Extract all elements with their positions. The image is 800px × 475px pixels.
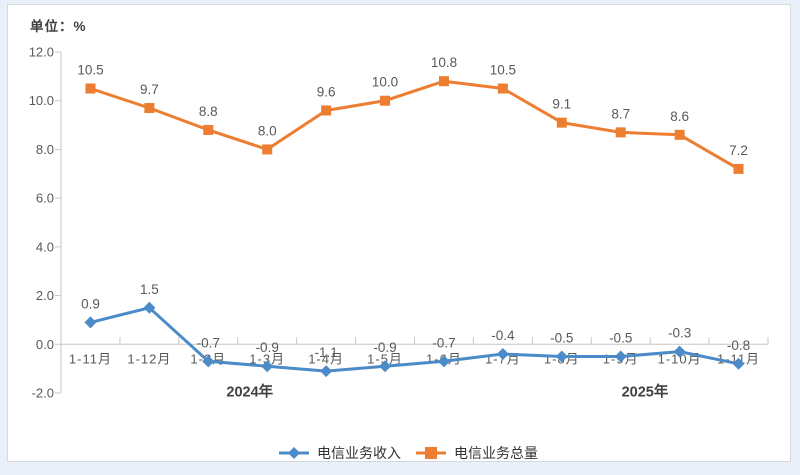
legend-item-revenue: 电信业务收入 [278,443,401,463]
data-point-marker [202,355,215,368]
square-marker-icon [416,447,446,459]
data-point-marker [555,350,568,363]
data-point-marker [732,357,745,370]
data-point-marker [380,95,391,106]
y-axis-tick-label: -2.0 [32,386,54,401]
data-point-marker [262,144,273,155]
x-axis-month-label: 1-5月 [367,351,403,366]
diamond-marker-icon [279,447,309,459]
data-point-marker [733,163,744,174]
x-axis-month-label: 1-12月 [127,351,171,366]
data-point-marker [496,348,509,361]
data-point-label: -0.5 [550,330,573,345]
series-line-0 [89,306,740,373]
x-axis-year-label: 2025年 [622,382,669,400]
data-point-label: 10.5 [490,63,516,78]
data-point-label: 1.5 [140,282,159,297]
chart-panel: 单位：% -2.0 0.0 2.0 4.0 6.0 8.0 10.0 12.0 1-11月 1-1… [7,4,791,462]
legend-item-volume: 电信业务总量 [415,443,538,463]
data-point-label: -0.8 [727,338,750,353]
unit-label: 单位：% [30,19,87,34]
data-point-label: 10.5 [77,63,103,78]
data-point-label: 10.8 [431,55,457,70]
data-point-marker [321,105,332,116]
y-axis-tick-label: 4.0 [36,239,54,254]
x-axis-month-label: 1-3月 [249,351,285,366]
data-point-label: 8.0 [258,123,277,138]
y-axis-tick-label: 8.0 [36,142,54,157]
data-point-label: 8.8 [199,104,218,119]
data-point-marker [438,76,449,87]
y-axis-tick-label: 12.0 [29,45,54,60]
y-axis-tick-label: 2.0 [36,288,54,303]
data-point-marker [614,350,627,363]
data-point-label: -0.4 [491,328,515,343]
data-point-marker [203,124,214,135]
y-axis-tick-label: 6.0 [36,191,54,206]
data-point-marker [84,316,97,329]
data-point-marker [673,345,686,358]
data-point-marker [556,117,567,128]
data-point-marker [437,355,450,368]
data-point-marker [674,129,685,140]
data-point-marker [615,127,626,138]
data-point-label: -0.3 [668,326,691,341]
x-axis-month-label: 1-11月 [69,351,112,366]
line-chart-svg: -2.00.02.04.06.08.010.012.01-11月1-12月1-2… [29,45,769,401]
data-point-label: -0.9 [256,340,279,355]
data-point-marker [379,360,392,373]
data-point-marker [497,83,508,94]
data-point-label: 7.2 [729,143,748,158]
data-point-marker [143,301,156,314]
y-axis-tick-label: 10.0 [29,93,54,108]
series-line-1 [89,79,740,171]
data-point-marker [85,83,96,94]
x-axis-year-label: 2024年 [226,382,273,400]
data-point-label: 10.0 [372,75,398,90]
data-point-label: -0.9 [373,340,396,355]
data-point-label: -0.7 [197,335,220,350]
data-point-label: 8.6 [670,109,689,124]
x-axis-month-label: 1-4月 [308,351,344,366]
data-point-label: -0.7 [432,335,455,350]
data-point-label: 8.7 [611,106,630,121]
data-point-label: -1.1 [314,345,337,360]
data-point-label: 0.9 [81,296,100,311]
legend-label-revenue: 电信业务收入 [317,445,401,461]
y-axis-tick-label: 0.0 [36,337,54,352]
data-point-marker [320,365,333,378]
data-point-label: 9.6 [317,84,336,99]
data-point-label: 9.1 [552,97,571,112]
data-point-marker [144,103,155,114]
chart-legend: 电信业务收入 电信业务总量 [8,443,800,463]
data-point-marker [261,360,274,373]
data-point-label: -0.5 [609,330,632,345]
legend-label-volume: 电信业务总量 [454,445,538,461]
data-point-label: 9.7 [140,82,159,97]
